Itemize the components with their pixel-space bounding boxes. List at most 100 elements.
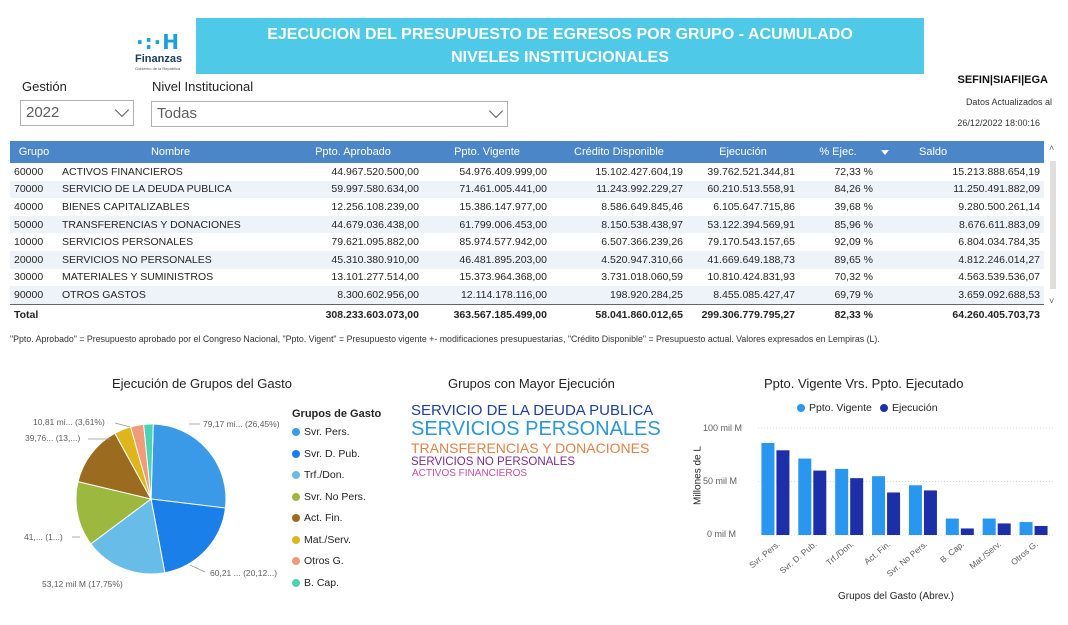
legend-dot <box>292 578 300 587</box>
pie-slice-trf-don[interactable] <box>90 498 166 575</box>
bar-ejecucion[interactable] <box>813 470 827 535</box>
gestion-value: 2022 <box>26 104 60 121</box>
bar-vigente[interactable] <box>908 485 922 535</box>
cell-ppto-vigente: 71.461.005.441,00 <box>423 180 551 199</box>
col-header-ejecucion[interactable]: Ejecución <box>687 141 799 163</box>
cell-grupo: 30000 <box>14 271 44 284</box>
cell-saldo: 15.213.888.654,19 <box>952 165 1040 178</box>
pie-legend-item[interactable]: Mat./Serv. <box>292 534 366 556</box>
pie-label-svr-d-pub: 60,21 ... (20,12...) <box>210 568 278 578</box>
legend-label: Svr. Pers. <box>304 426 350 438</box>
cell-nombre: BIENES CAPITALIZABLES <box>62 200 190 213</box>
pie-legend-item[interactable]: Svr. Pers. <box>292 426 366 448</box>
total-label: Total <box>10 303 58 325</box>
bar-ejecucion[interactable] <box>997 523 1011 535</box>
wordcloud-word[interactable]: TRANSFERENCIAS Y DONACIONES <box>411 440 650 456</box>
bar-ejecucion[interactable] <box>960 528 974 535</box>
wordcloud-word[interactable]: SERVICIOS PERSONALES <box>411 418 661 440</box>
pie-legend-item[interactable]: Act. Fin. <box>292 512 366 534</box>
col-header-pct-ejec-label: % Ejec. <box>819 146 857 158</box>
wordcloud-word[interactable]: SERVICIOS NO PERSONALES <box>411 456 576 468</box>
report-title-banner: EJECUCION DEL PRESUPUESTO DE EGRESOS POR… <box>196 18 924 74</box>
sort-descending-icon <box>881 150 889 155</box>
wordcloud-word[interactable]: SERVICIO DE LA DEUDA PUBLICA <box>411 402 654 419</box>
gestion-dropdown[interactable]: 2022 <box>20 100 134 126</box>
cell-ppto-vigente: 15.373.964.368,00 <box>459 271 547 284</box>
pie-slice-svr-no-pers[interactable] <box>75 481 153 545</box>
cell-ejecucion: 39.762.521.344,81 <box>707 165 795 178</box>
cell-ppto-aprobado: 45.310.380.910,00 <box>283 250 423 269</box>
bar-vigente[interactable] <box>982 518 996 535</box>
cell-saldo: 6.804.034.784,35 <box>958 236 1040 249</box>
table-row[interactable]: 30000 MATERIALES Y SUMINISTROS 13.101.277.… <box>10 269 1044 287</box>
cell-ejecucion: 10.810.424.831,93 <box>707 271 795 284</box>
bar-vigente[interactable] <box>798 458 812 535</box>
scroll-down-icon[interactable]: ˅ <box>1049 296 1055 306</box>
cell-ppto-vigente: 12.114.178.116,00 <box>423 286 551 305</box>
bar-vigente[interactable] <box>945 518 959 535</box>
cell-grupo: 70000 <box>10 180 58 199</box>
footnote: "Ppto. Aprobado" = Presupuesto aprobado … <box>10 334 880 344</box>
legend-label: Act. Fin. <box>304 512 343 524</box>
legend-dot <box>292 471 300 480</box>
cell-ppto-aprobado: 79.621.095.882,00 <box>331 236 419 249</box>
bar-vigente[interactable] <box>872 476 886 535</box>
bar-vigente[interactable] <box>835 468 849 535</box>
cell-ejecucion: 41.669.649.188,73 <box>687 250 799 269</box>
pie-legend-item[interactable]: Trf./Don. <box>292 469 366 491</box>
table-row[interactable]: 60000 ACTIVOS FINANCIEROS 44.967.520.500,0… <box>10 163 1044 181</box>
scrollbar-thumb[interactable] <box>1050 161 1056 289</box>
col-header-grupo[interactable]: Grupo <box>10 141 58 163</box>
pie-label-act-fin: 39,76... (13,...) <box>25 433 81 443</box>
cell-ppto-aprobado: 13.101.277.514,00 <box>331 271 419 284</box>
legend-label: Svr. D. Pub. <box>304 447 361 460</box>
bar-vigente[interactable] <box>761 443 775 535</box>
pie-slice-act-fin[interactable] <box>77 432 152 500</box>
bar-ejecucion[interactable] <box>776 450 790 535</box>
nivel-label: Nivel Institucional <box>152 79 254 94</box>
col-header-nombre[interactable]: Nombre <box>58 141 283 163</box>
pie-legend-item[interactable]: Svr. D. Pub. <box>292 448 366 470</box>
table-scrollbar[interactable]: ˄ ˅ <box>1048 141 1058 313</box>
budget-table: Grupo Nombre Ppto. Aprobado Ppto. Vigent… <box>10 141 1044 325</box>
x-tick-label: B. Cap. <box>938 539 966 565</box>
legend-label: Ejecución <box>892 402 938 414</box>
bar-ejecucion[interactable] <box>887 492 901 535</box>
table-row[interactable]: 40000 BIENES CAPITALIZABLES 12.256.108.239… <box>10 198 1044 216</box>
table-row[interactable]: 10000 SERVICIOS PERSONALES 79.621.095.882,… <box>10 233 1044 251</box>
logo-subtitle: Gobierno de la República <box>135 66 181 71</box>
pie-legend-item[interactable]: Otros G. <box>292 555 366 577</box>
pie-legend-item[interactable]: B. Cap. <box>292 577 366 599</box>
scroll-up-icon[interactable]: ˄ <box>1049 143 1055 153</box>
cell-ppto-vigente: 85.974.577.942,00 <box>459 236 547 249</box>
cell-ppto-aprobado: 59.997.580.634,00 <box>283 180 423 199</box>
pie-label-mat-serv: 10,81 mi... (3,61%) <box>33 417 105 427</box>
col-header-credito-disponible[interactable]: Crédito Disponible <box>551 141 687 163</box>
col-header-saldo[interactable]: Saldo <box>877 141 1044 163</box>
legend-dot <box>292 492 300 501</box>
legend-dot <box>292 535 300 544</box>
cell-grupo: 20000 <box>10 250 58 269</box>
cell-ppto-aprobado: 44.967.520.500,00 <box>331 165 419 178</box>
col-header-ppto-vigente[interactable]: Ppto. Vigente <box>423 141 551 163</box>
bar-ejecucion[interactable] <box>850 478 864 535</box>
table-row[interactable]: 70000 SERVICIO DE LA DEUDA PUBLICA 59.997.… <box>10 180 1044 199</box>
table-row[interactable]: 20000 SERVICIOS NO PERSONALES 45.310.380.9… <box>10 250 1044 269</box>
table-row[interactable]: 90000 OTROS GASTOS 8.300.602.956,00 12.114.… <box>10 286 1044 305</box>
wordcloud-word[interactable]: ACTIVOS FINANCIEROS <box>412 468 528 479</box>
col-header-ppto-aprobado[interactable]: Ppto. Aprobado <box>283 141 423 163</box>
bar-chart-title: Ppto. Vigente Vrs. Ppto. Ejecutado <box>764 376 964 391</box>
bar-vigente[interactable] <box>1019 522 1033 535</box>
table-row[interactable]: 50000 TRANSFERENCIAS Y DONACIONES 44.679.0… <box>10 215 1044 234</box>
legend-label: Trf./Don. <box>304 469 345 481</box>
cell-saldo: 4.812.246.014,27 <box>877 250 1044 269</box>
pie-legend-item[interactable]: Svr. No Pers. <box>292 491 366 513</box>
pie-slice-b-cap[interactable] <box>143 423 154 500</box>
legend-dot <box>292 514 300 523</box>
pie-slice-svr-d-pub[interactable] <box>150 498 227 574</box>
col-header-pct-ejec[interactable]: % Ejec. <box>799 141 877 163</box>
nivel-dropdown[interactable]: Todas <box>151 101 508 127</box>
bar-ejecucion[interactable] <box>1034 525 1048 535</box>
bar-ejecucion[interactable] <box>923 490 937 535</box>
pie-slice-svr-pers[interactable] <box>150 423 227 509</box>
